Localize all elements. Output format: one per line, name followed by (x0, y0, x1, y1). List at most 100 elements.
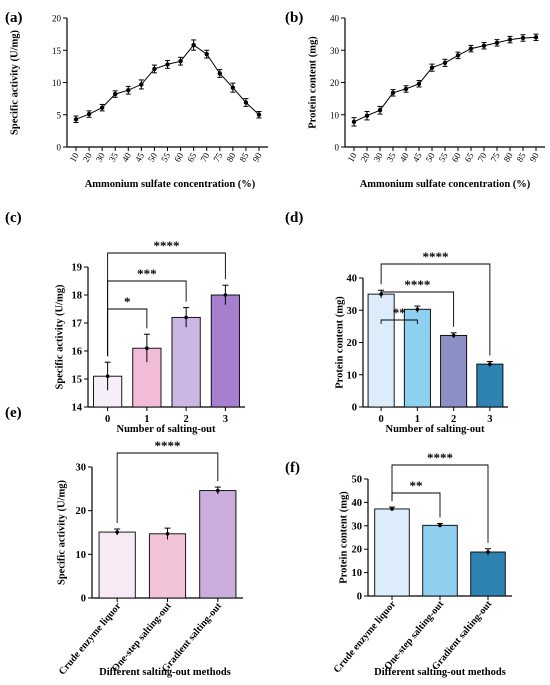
y-tick-label-d: 40 (347, 274, 358, 285)
x-tick-label-a: 55 (159, 151, 172, 164)
bar-mean-point-c (105, 374, 110, 379)
x-tick-label-a: 20 (81, 151, 94, 164)
bar-d (403, 308, 431, 408)
y-tick-label-b: 10 (330, 110, 340, 120)
data-point-b (351, 119, 357, 125)
y-tick-label-a: 15 (52, 46, 62, 56)
y-tick-label-d: 20 (347, 338, 358, 349)
x-tick-label-b: 35 (385, 151, 398, 164)
data-point-b (390, 90, 396, 96)
x-axis-title-f: Different salting-out methods (374, 667, 506, 678)
x-axis-title-a: Ammonium sulfate concentration (%) (85, 179, 256, 190)
data-point-a (230, 85, 236, 90)
x-tick-label-b: 10 (346, 151, 359, 164)
data-point-a (243, 100, 249, 105)
data-point-b (403, 86, 409, 92)
x-tick-label-a: 90 (251, 151, 264, 164)
significance-label-d: ** (393, 305, 406, 320)
bar-d (367, 293, 395, 408)
x-tick-label-a: 50 (146, 151, 159, 164)
bar-mean-point-c (145, 346, 149, 351)
data-point-a (204, 51, 209, 57)
bar-e (148, 533, 187, 599)
y-tick-label-c: 19 (72, 263, 83, 274)
data-point-b (377, 108, 383, 113)
chart-panel-a: (a) 0 5 10 15 20 Specific activity (U/mg) Ammon… (5, 10, 268, 190)
bar-c (210, 294, 240, 408)
data-point-b (494, 40, 500, 46)
significance-label-c: *** (137, 266, 157, 281)
x-tick-label-b: 80 (502, 151, 515, 164)
x-tick-label-c: 1 (144, 414, 149, 425)
data-point-b (507, 37, 513, 42)
x-tick-label-c: 2 (184, 414, 189, 425)
x-axis-title-d: Number of salting-out (386, 424, 485, 435)
chart-panel-c: (c) 14 15 16 17 18 19 Specific activity (U/mg) N… (5, 210, 245, 435)
y-axis-title-c: Specific activity (U/mg) (54, 284, 65, 389)
x-tick-label-c: 3 (223, 414, 228, 425)
x-axis-title-b: Ammonium sulfate concentration (%) (360, 179, 531, 190)
data-point-b (429, 65, 435, 70)
x-tick-label-d: 1 (415, 414, 420, 425)
y-tick-label-f: 0 (357, 592, 362, 603)
data-point-a (165, 62, 170, 67)
y-tick-label-a: 5 (57, 110, 62, 120)
significance-label-c: **** (154, 238, 180, 253)
x-tick-label-a: 80 (224, 151, 237, 164)
y-tick-label-a: 0 (57, 143, 62, 153)
data-point-a (113, 91, 118, 97)
y-tick-label-c: 17 (72, 319, 83, 330)
significance-label-f: ** (410, 478, 423, 493)
y-tick-label-c: 16 (72, 347, 83, 358)
bar-e (98, 531, 136, 599)
x-tick-label-b: 20 (359, 151, 372, 164)
y-tick-label-b: 30 (330, 46, 340, 56)
x-tick-label-b: 85 (515, 151, 528, 164)
y-axis-title-f: Protein content (mg) (338, 491, 349, 584)
y-axis-title-b: Protein content (mg) (307, 36, 318, 129)
y-tick-label-c: 15 (72, 375, 83, 386)
x-tick-label-b: 55 (437, 151, 450, 164)
y-tick-label-b: 20 (330, 78, 340, 88)
panel-label-b: (b) (285, 10, 303, 26)
x-tick-label-b: 30 (372, 151, 385, 164)
significance-bracket-d (380, 319, 418, 324)
y-tick-label-d: 30 (347, 306, 358, 317)
x-tick-label-d: 3 (487, 414, 492, 425)
panel-label-a: (a) (5, 10, 23, 26)
data-point-b (416, 81, 422, 86)
x-tick-label-d: 0 (379, 414, 384, 425)
bar-mean-point-e (216, 488, 220, 493)
y-axis-title-e: Specific activity (U/mg) (56, 480, 67, 585)
x-axis-title-c: Number of salting-out (117, 424, 216, 435)
data-point-b (455, 53, 461, 58)
significance-label-d: **** (423, 249, 449, 264)
bar-f (374, 508, 410, 597)
x-tick-label-a: 40 (120, 151, 133, 164)
bar-d (440, 334, 468, 408)
data-point-a (126, 88, 131, 93)
x-tick-label-d: 2 (451, 414, 456, 425)
bar-mean-point-d (451, 333, 456, 338)
x-tick-label-b: 65 (463, 151, 476, 164)
data-point-a (178, 59, 183, 64)
bar-d (476, 363, 504, 408)
bar-mean-point-f (438, 523, 442, 528)
bar-mean-point-c (184, 315, 188, 320)
x-tick-label-b: 45 (411, 151, 424, 164)
x-tick-label-b: 75 (489, 151, 502, 164)
y-tick-label-f: 40 (352, 498, 363, 509)
x-tick-label-b: 40 (398, 151, 411, 164)
bar-mean-point-d (488, 362, 492, 366)
y-tick-label-a: 10 (52, 78, 62, 88)
panel-label-f: (f) (285, 460, 300, 476)
data-point-a (191, 42, 196, 48)
data-point-a (86, 111, 92, 117)
y-tick-label-e: 30 (76, 463, 87, 474)
significance-label-c: * (124, 294, 131, 309)
x-tick-label-b: 60 (450, 151, 463, 164)
